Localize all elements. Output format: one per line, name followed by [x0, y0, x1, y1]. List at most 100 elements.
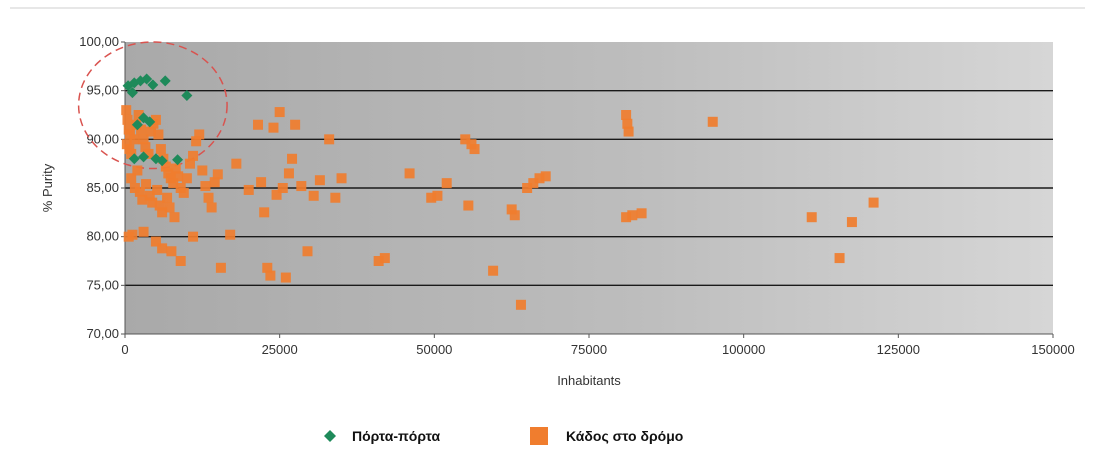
- point-series-2-62: [225, 229, 236, 240]
- legend-label-series-1: Πόρτα-πόρτα: [352, 428, 440, 444]
- point-series-2-101: [534, 173, 545, 184]
- point-series-2-37: [209, 177, 220, 188]
- point-series-2-100: [528, 178, 539, 189]
- annotation: [77, 41, 228, 170]
- point-series-2-6: [126, 148, 137, 159]
- point-series-2-12: [140, 142, 151, 153]
- point-series-2-16: [150, 114, 161, 125]
- point-series-2-87: [404, 168, 415, 179]
- point-series-2-46: [147, 197, 158, 208]
- point-series-1-7: [126, 87, 138, 99]
- point-series-2-93: [469, 144, 480, 155]
- legend-label-series-2: Κάδος στο δρόμο: [566, 428, 683, 444]
- x-tick-label-6: 150000: [1031, 342, 1074, 357]
- point-series-2-49: [157, 207, 168, 218]
- point-series-2-112: [846, 217, 857, 228]
- point-series-1-14: [156, 155, 168, 167]
- point-series-2-64: [243, 184, 254, 195]
- point-series-2-35: [203, 192, 214, 203]
- point-series-2-80: [308, 190, 319, 201]
- point-series-1-3: [141, 73, 153, 85]
- point-series-1-4: [147, 79, 159, 91]
- point-series-2-90: [441, 178, 452, 189]
- point-series-2-24: [170, 163, 181, 174]
- x-tick-label-4: 100000: [722, 342, 765, 357]
- point-series-2-110: [806, 212, 817, 223]
- point-series-2-9: [133, 110, 144, 120]
- point-series-2-27: [178, 187, 189, 198]
- legend-diamond-icon: [324, 430, 336, 442]
- point-series-2-10: [136, 124, 147, 135]
- point-series-2-36: [206, 202, 217, 213]
- point-series-2-91: [460, 134, 471, 145]
- point-series-2-83: [330, 192, 341, 203]
- point-series-1-8: [131, 119, 143, 131]
- y-tick-label-5: 95,00: [86, 83, 119, 98]
- point-series-2-23: [168, 178, 179, 189]
- point-series-2-74: [280, 272, 291, 283]
- point-series-2-107: [627, 210, 638, 221]
- legend-square-icon: [530, 427, 548, 445]
- point-series-2-43: [137, 194, 148, 205]
- x-tick-labels: 0 25000 50000 75000 100000 125000 150000: [121, 342, 1074, 357]
- point-series-2-73: [277, 183, 288, 193]
- point-series-2-70: [268, 122, 279, 133]
- point-series-2-77: [290, 119, 301, 130]
- point-series-2-99: [522, 183, 533, 193]
- point-series-2-51: [164, 202, 175, 213]
- legend: Πόρτα-πόρτα Κάδος στο δρόμο: [324, 427, 683, 445]
- point-series-2-71: [271, 189, 282, 200]
- point-series-2-66: [256, 177, 267, 188]
- point-series-2-75: [283, 168, 294, 179]
- point-series-2-96: [506, 204, 517, 215]
- point-series-2-13: [143, 148, 154, 159]
- point-series-2-54: [127, 229, 138, 240]
- point-series-2-33: [197, 165, 208, 176]
- point-series-2-32: [194, 129, 205, 140]
- y-tick-label-3: 85,00: [86, 180, 119, 195]
- y-axis-title: % Purity: [40, 163, 55, 212]
- point-series-1-6: [181, 90, 193, 102]
- y-tick-label-0: 70,00: [86, 326, 119, 341]
- x-tick-label-1: 25000: [262, 342, 298, 357]
- point-series-1-10: [144, 116, 156, 128]
- point-series-2-98: [515, 299, 526, 310]
- legend-item-series-2: Κάδος στο δρόμο: [530, 427, 683, 445]
- x-tick-label-2: 50000: [416, 342, 452, 357]
- point-series-2-85: [373, 256, 384, 266]
- point-series-2-89: [432, 190, 443, 201]
- point-series-2-72: [274, 107, 285, 118]
- y-tick-label-2: 80,00: [86, 229, 119, 244]
- point-series-2-95: [488, 265, 499, 276]
- point-series-2-14: [145, 126, 156, 137]
- point-series-2-25: [173, 171, 184, 182]
- point-series-2-52: [169, 212, 180, 223]
- point-series-2-68: [262, 262, 273, 273]
- point-series-2-61: [215, 262, 226, 273]
- point-series-2-94: [463, 200, 474, 211]
- y-tick-label-6: 100,00: [79, 34, 119, 49]
- point-series-2-29: [184, 158, 195, 169]
- point-series-2-20: [160, 161, 171, 172]
- y-tick-label-1: 75,00: [86, 277, 119, 292]
- point-series-2-45: [144, 190, 155, 201]
- point-series-2-109: [707, 116, 718, 127]
- point-series-2-11: [138, 134, 149, 145]
- point-series-2-7: [129, 134, 140, 145]
- y-tick-label-4: 90,00: [86, 131, 119, 146]
- point-series-1-5: [159, 75, 171, 87]
- data-points: [121, 73, 879, 310]
- point-series-2-79: [302, 246, 313, 257]
- point-series-2-106: [621, 212, 632, 223]
- point-series-1-11: [128, 153, 140, 165]
- point-series-2-18: [155, 144, 166, 155]
- point-series-2-111: [834, 253, 845, 264]
- point-series-2-1: [122, 114, 133, 125]
- point-series-2-69: [265, 270, 276, 281]
- axes: [121, 41, 1054, 338]
- point-series-2-34: [200, 181, 211, 192]
- point-series-2-105: [623, 126, 634, 137]
- point-series-2-59: [175, 256, 186, 266]
